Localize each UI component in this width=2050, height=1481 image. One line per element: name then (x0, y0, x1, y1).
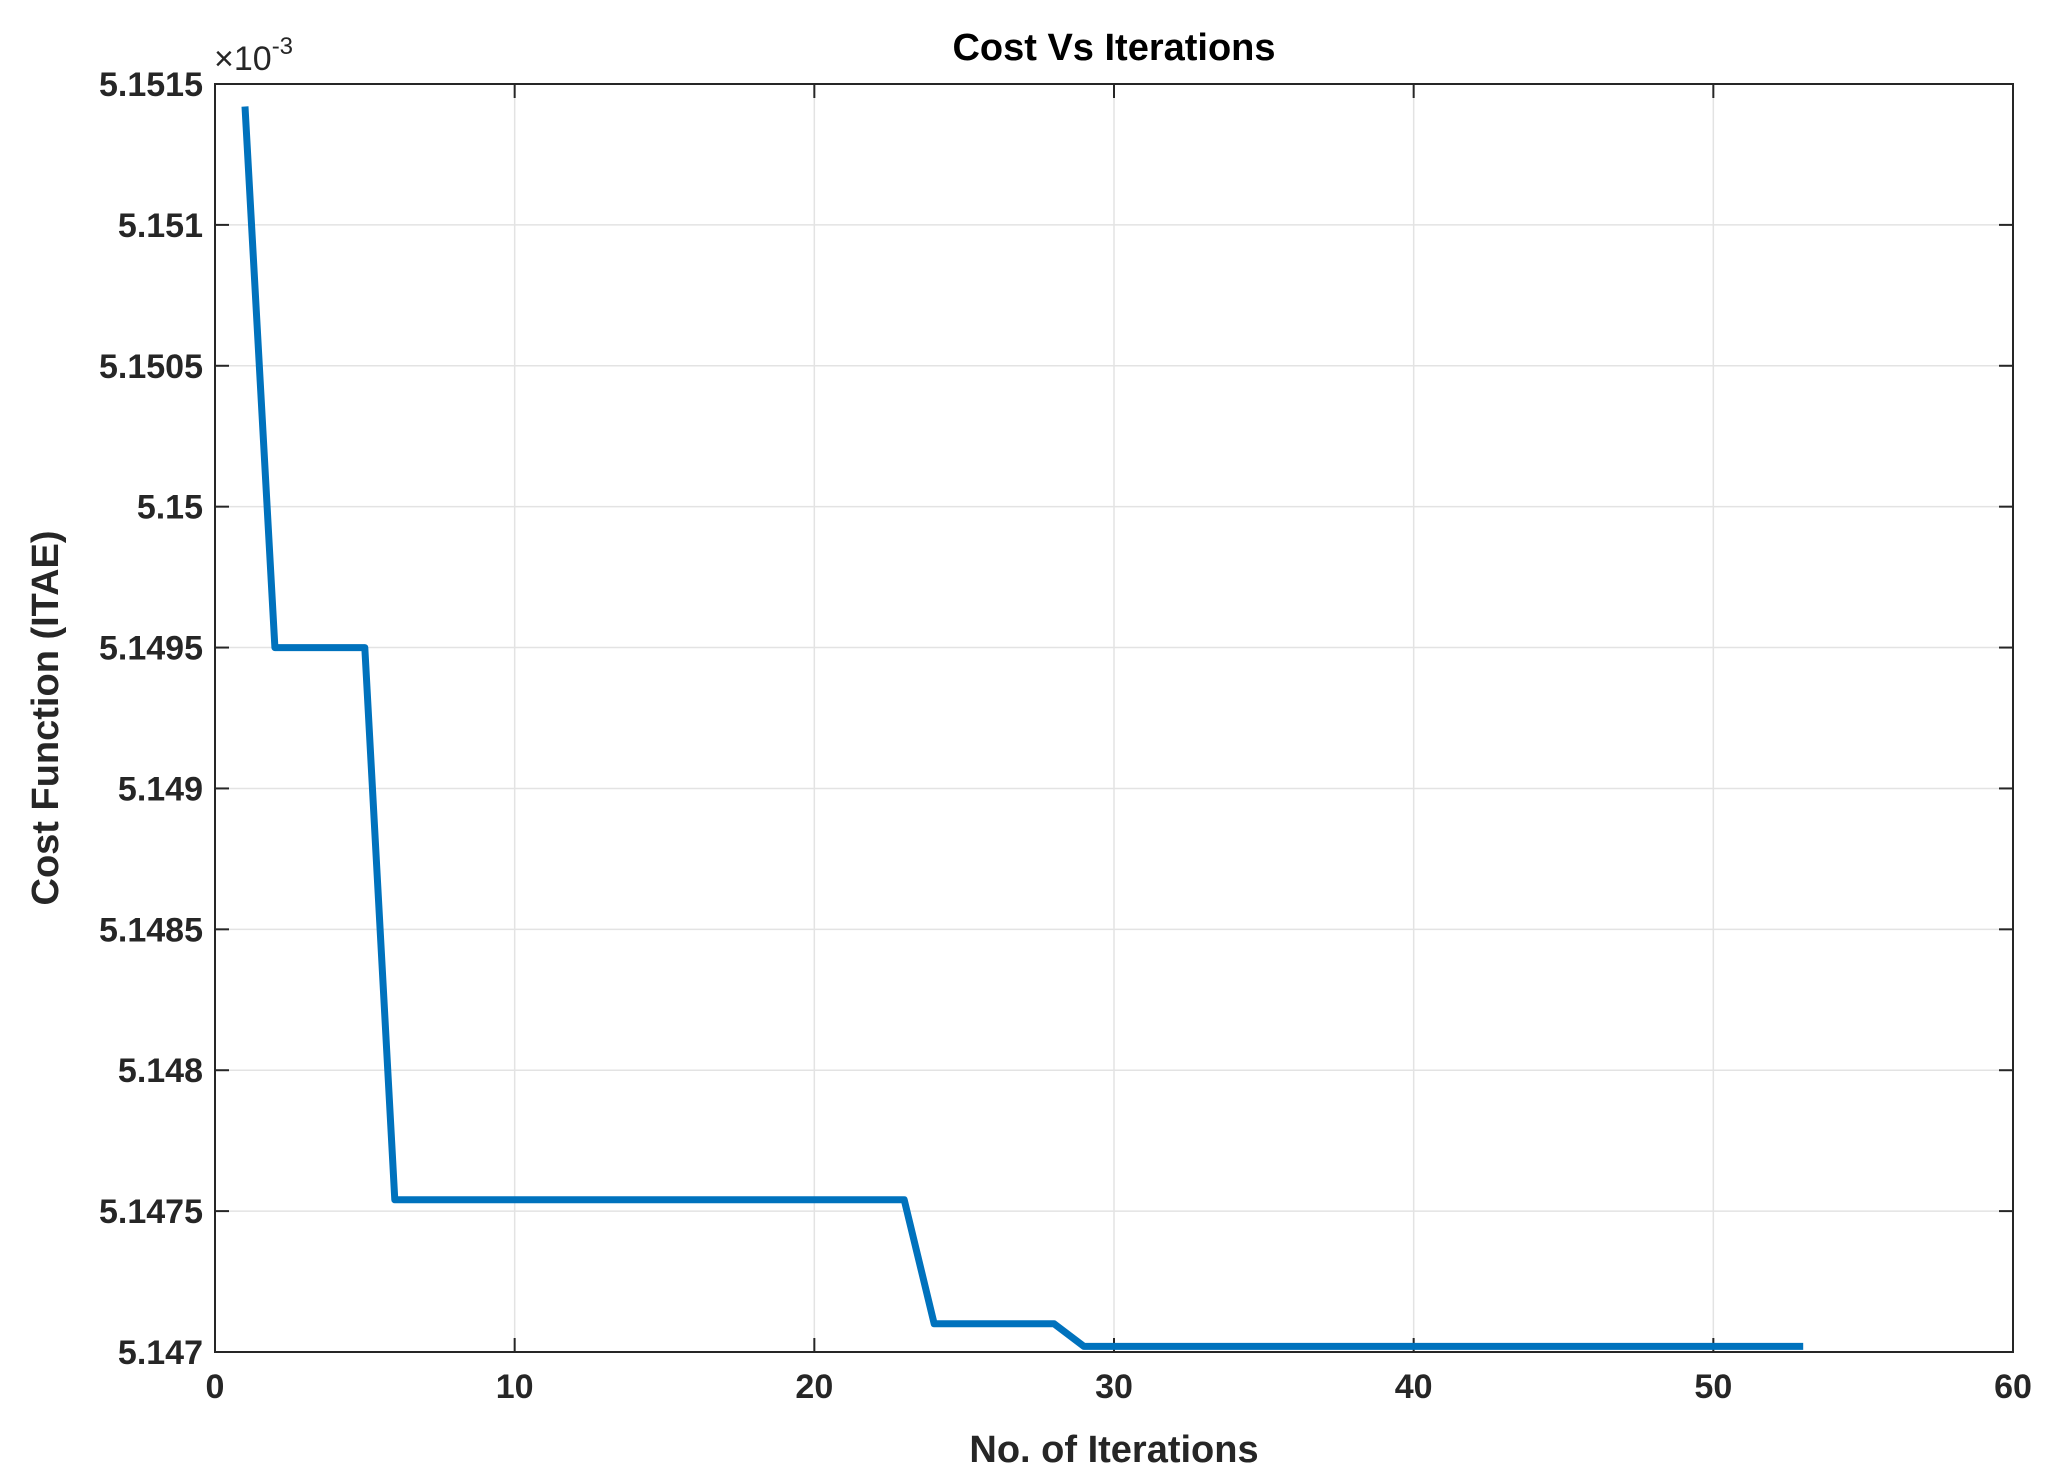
series-line (241, 106, 1804, 1350)
x-axis-title: No. of Iterations (969, 1429, 1258, 1471)
y-tick-label: 5.1495 (99, 630, 203, 668)
y-axis-exponent-base: ×10 (214, 40, 272, 78)
x-tick-label: 0 (206, 1368, 225, 1406)
x-tick-label: 10 (496, 1368, 534, 1406)
axis-ticks: 0 10 20 30 40 50 60 5.147 5.1475 5.148 5.1485 5.149… (99, 66, 2032, 1406)
y-tick-label: 5.15 (137, 489, 203, 527)
y-tick-label: 5.148 (118, 1052, 203, 1090)
series-layer (241, 106, 1804, 1350)
y-axis-exponent: ×10-3 (214, 33, 293, 78)
y-tick-label: 5.1505 (99, 348, 203, 386)
x-tick-label: 30 (1095, 1368, 1133, 1406)
x-tick-label: 20 (795, 1368, 833, 1406)
x-tick-label: 60 (1994, 1368, 2032, 1406)
y-axis-title: Cost Function (ITAE) (25, 530, 67, 905)
x-tick-label: 40 (1395, 1368, 1433, 1406)
chart-title: Cost Vs Iterations (952, 27, 1275, 69)
y-tick-label: 5.1475 (99, 1193, 203, 1231)
y-tick-label: 5.147 (118, 1334, 203, 1372)
x-tick-label: 50 (1694, 1368, 1732, 1406)
y-tick-label: 5.149 (118, 770, 203, 808)
y-tick-label: 5.151 (118, 207, 203, 245)
y-tick-label: 5.1485 (99, 911, 203, 949)
y-tick-label: 5.1515 (99, 66, 203, 104)
y-axis-exponent-power: -3 (272, 33, 293, 60)
